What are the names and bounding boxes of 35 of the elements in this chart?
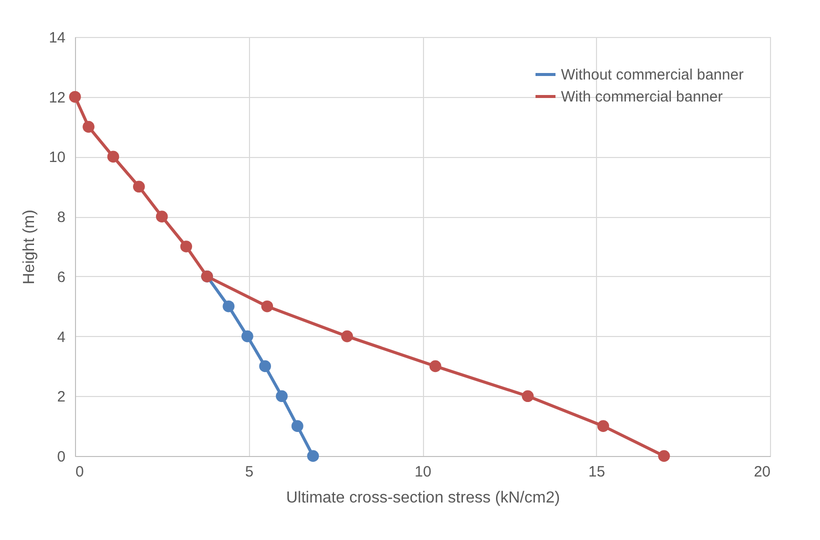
x-tick-label: 20 [754, 464, 770, 480]
y-tick-label: 12 [48, 89, 66, 106]
x-tick-label: 5 [245, 464, 254, 480]
point [658, 450, 670, 462]
point [307, 450, 319, 462]
point [82, 120, 94, 133]
legend-label: Without commercial banner [561, 66, 744, 84]
y-tick-label: 2 [57, 388, 66, 406]
y-tick-label: 10 [48, 149, 66, 166]
y-tick-label: 14 [48, 30, 66, 46]
point [341, 330, 354, 342]
y-axis-title: Height (m) [20, 210, 38, 284]
point [241, 330, 254, 342]
point [429, 360, 442, 372]
y-tick-label: 4 [57, 328, 66, 346]
x-tick-label: 10 [414, 464, 432, 480]
y-tick-label: 0 [57, 448, 66, 466]
x-tick-label: 0 [76, 464, 84, 480]
point [222, 300, 235, 312]
x-tick-label: 15 [588, 464, 606, 480]
point [522, 390, 534, 402]
legend-label: With commercial banner [561, 88, 723, 106]
point [69, 90, 81, 103]
point [261, 300, 274, 312]
point [291, 420, 304, 432]
point [276, 390, 288, 402]
y-tick-label: 6 [57, 268, 66, 286]
point [156, 210, 168, 222]
point [107, 150, 120, 163]
x-axis-title: Ultimate cross-section stress (kN/cm2) [286, 490, 560, 506]
point [180, 240, 192, 252]
y-tick-label: 8 [57, 209, 66, 226]
point [259, 360, 271, 372]
point [133, 180, 145, 193]
point [597, 420, 610, 432]
